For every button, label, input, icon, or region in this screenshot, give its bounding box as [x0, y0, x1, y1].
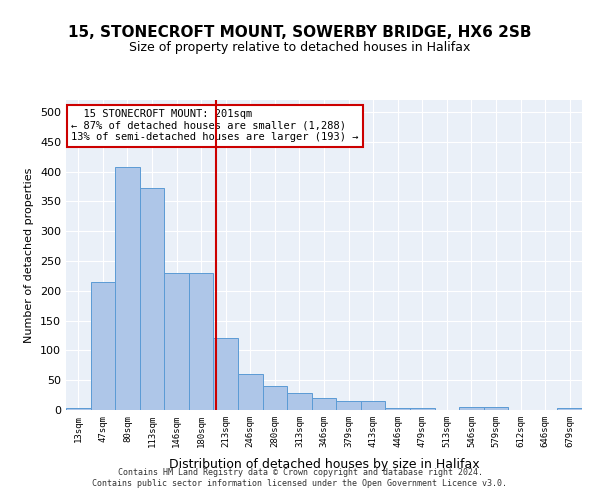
Text: 15 STONECROFT MOUNT: 201sqm
← 87% of detached houses are smaller (1,288)
13% of : 15 STONECROFT MOUNT: 201sqm ← 87% of det… — [71, 110, 359, 142]
Bar — [263, 386, 287, 410]
Bar — [459, 407, 484, 410]
Bar — [484, 407, 508, 410]
Text: Size of property relative to detached houses in Halifax: Size of property relative to detached ho… — [130, 41, 470, 54]
X-axis label: Distribution of detached houses by size in Halifax: Distribution of detached houses by size … — [169, 458, 479, 471]
Bar — [287, 394, 312, 410]
Bar — [91, 282, 115, 410]
Bar — [214, 338, 238, 410]
Y-axis label: Number of detached properties: Number of detached properties — [25, 168, 34, 342]
Bar — [557, 408, 582, 410]
Bar — [312, 398, 336, 410]
Text: 15, STONECROFT MOUNT, SOWERBY BRIDGE, HX6 2SB: 15, STONECROFT MOUNT, SOWERBY BRIDGE, HX… — [68, 25, 532, 40]
Bar — [189, 273, 214, 410]
Bar — [66, 408, 91, 410]
Bar — [238, 374, 263, 410]
Bar — [410, 408, 434, 410]
Bar — [140, 188, 164, 410]
Bar — [336, 401, 361, 410]
Bar — [115, 167, 140, 410]
Bar — [164, 273, 189, 410]
Text: Contains HM Land Registry data © Crown copyright and database right 2024.
Contai: Contains HM Land Registry data © Crown c… — [92, 468, 508, 487]
Bar — [385, 408, 410, 410]
Bar — [361, 401, 385, 410]
